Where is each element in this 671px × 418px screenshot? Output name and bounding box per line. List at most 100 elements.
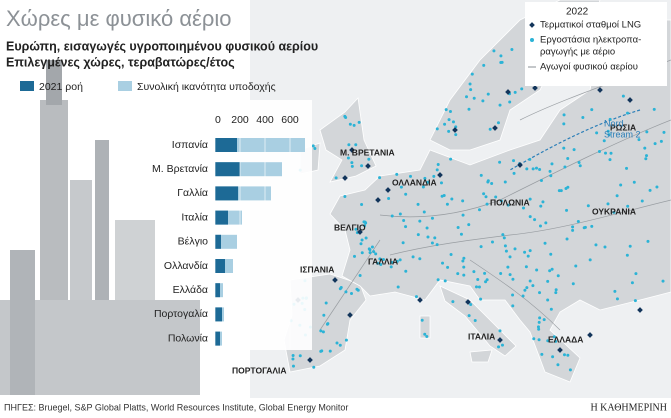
power-plant [608, 158, 612, 162]
power-plant [390, 260, 394, 264]
power-plant [490, 181, 494, 185]
power-plant [476, 277, 480, 281]
power-plant [378, 176, 382, 180]
power-plant [420, 318, 424, 322]
power-plant [554, 339, 558, 343]
lng-terminal [492, 125, 498, 131]
power-plant [483, 271, 487, 275]
power-plant [630, 281, 634, 285]
power-plant [474, 285, 478, 289]
power-plant [381, 258, 385, 262]
power-plant [597, 150, 601, 154]
power-plant [498, 329, 502, 333]
y-tick-label: Μ. Βρετανία [152, 163, 208, 175]
power-plant [512, 159, 516, 163]
power-plant [470, 72, 474, 76]
map-label: ΒΕΛΓΙΟ [334, 222, 366, 232]
power-plant [552, 335, 556, 339]
power-plant [609, 151, 613, 155]
power-plant [541, 200, 545, 204]
power-plant [532, 337, 536, 341]
power-plant [546, 279, 550, 283]
power-plant [395, 259, 399, 263]
power-plant [454, 133, 458, 137]
lng-terminal [597, 87, 603, 93]
power-plant [435, 168, 439, 172]
lng-terminal [557, 347, 563, 353]
power-plant [499, 54, 503, 58]
y-tick-label: Πορτογαλία [154, 308, 208, 320]
map-label: ΕΛΛΑΔΑ [548, 334, 583, 344]
power-plant [404, 225, 408, 229]
power-plant [534, 166, 538, 170]
power-plant [506, 265, 510, 269]
power-plant [399, 185, 403, 189]
power-plant [423, 332, 427, 336]
power-plant [546, 298, 550, 302]
power-plant [435, 243, 439, 247]
power-plant [525, 167, 529, 171]
power-plant [565, 237, 569, 241]
power-plant [367, 247, 371, 251]
power-plant [562, 353, 566, 357]
power-plant [548, 169, 552, 173]
power-plant [473, 318, 477, 322]
x-tick-label: 200 [231, 114, 249, 126]
power-plant [425, 226, 429, 230]
power-plant [501, 233, 505, 237]
bar [215, 259, 225, 273]
y-tick-label: Γαλλία [177, 187, 208, 199]
power-plant [355, 287, 359, 291]
power-plant [548, 269, 552, 273]
power-plant [370, 245, 374, 249]
power-plant [510, 48, 514, 52]
power-plant [528, 249, 532, 253]
power-plant [479, 245, 483, 249]
lng-terminal [375, 197, 381, 203]
power-plant [477, 285, 481, 289]
power-plant [645, 130, 649, 134]
power-plant [571, 282, 575, 286]
lng-terminal [385, 187, 391, 193]
lng-terminal [437, 172, 443, 178]
power-plant [358, 273, 362, 277]
bar [215, 210, 228, 225]
power-plant [485, 202, 489, 206]
power-plant [537, 338, 541, 342]
power-plant [368, 251, 372, 255]
power-plant [367, 157, 371, 161]
power-plant [637, 138, 641, 142]
power-plant [436, 278, 440, 282]
power-plant [396, 285, 400, 289]
power-plant [389, 265, 393, 269]
power-plant [556, 274, 560, 278]
power-plant [504, 249, 508, 253]
refinery-photo [0, 60, 200, 395]
map-label: ΓΑΛΛΙΑ [368, 256, 398, 266]
power-plant [411, 255, 415, 259]
power-plant [525, 286, 529, 290]
map-label: ΙΤΑΛΙΑ [468, 331, 495, 341]
power-plant [566, 353, 570, 357]
pipeline [379, 119, 671, 218]
power-plant [357, 120, 361, 124]
power-plant [568, 368, 572, 372]
power-plant [498, 160, 502, 164]
power-plant [449, 157, 453, 161]
power-plant [632, 180, 636, 184]
power-plant [613, 289, 617, 293]
power-plant [595, 131, 599, 135]
power-plant [426, 235, 430, 239]
power-plant [418, 257, 422, 261]
power-plant [508, 255, 512, 259]
power-plant [372, 250, 376, 254]
legend-swatch [118, 81, 132, 91]
power-plant [363, 224, 367, 228]
power-plant [291, 354, 295, 358]
power-plant [339, 285, 343, 289]
power-plant [488, 127, 492, 131]
power-plant [652, 107, 656, 111]
power-plant [467, 223, 471, 227]
pipeline [319, 239, 381, 331]
power-plant [566, 157, 570, 161]
